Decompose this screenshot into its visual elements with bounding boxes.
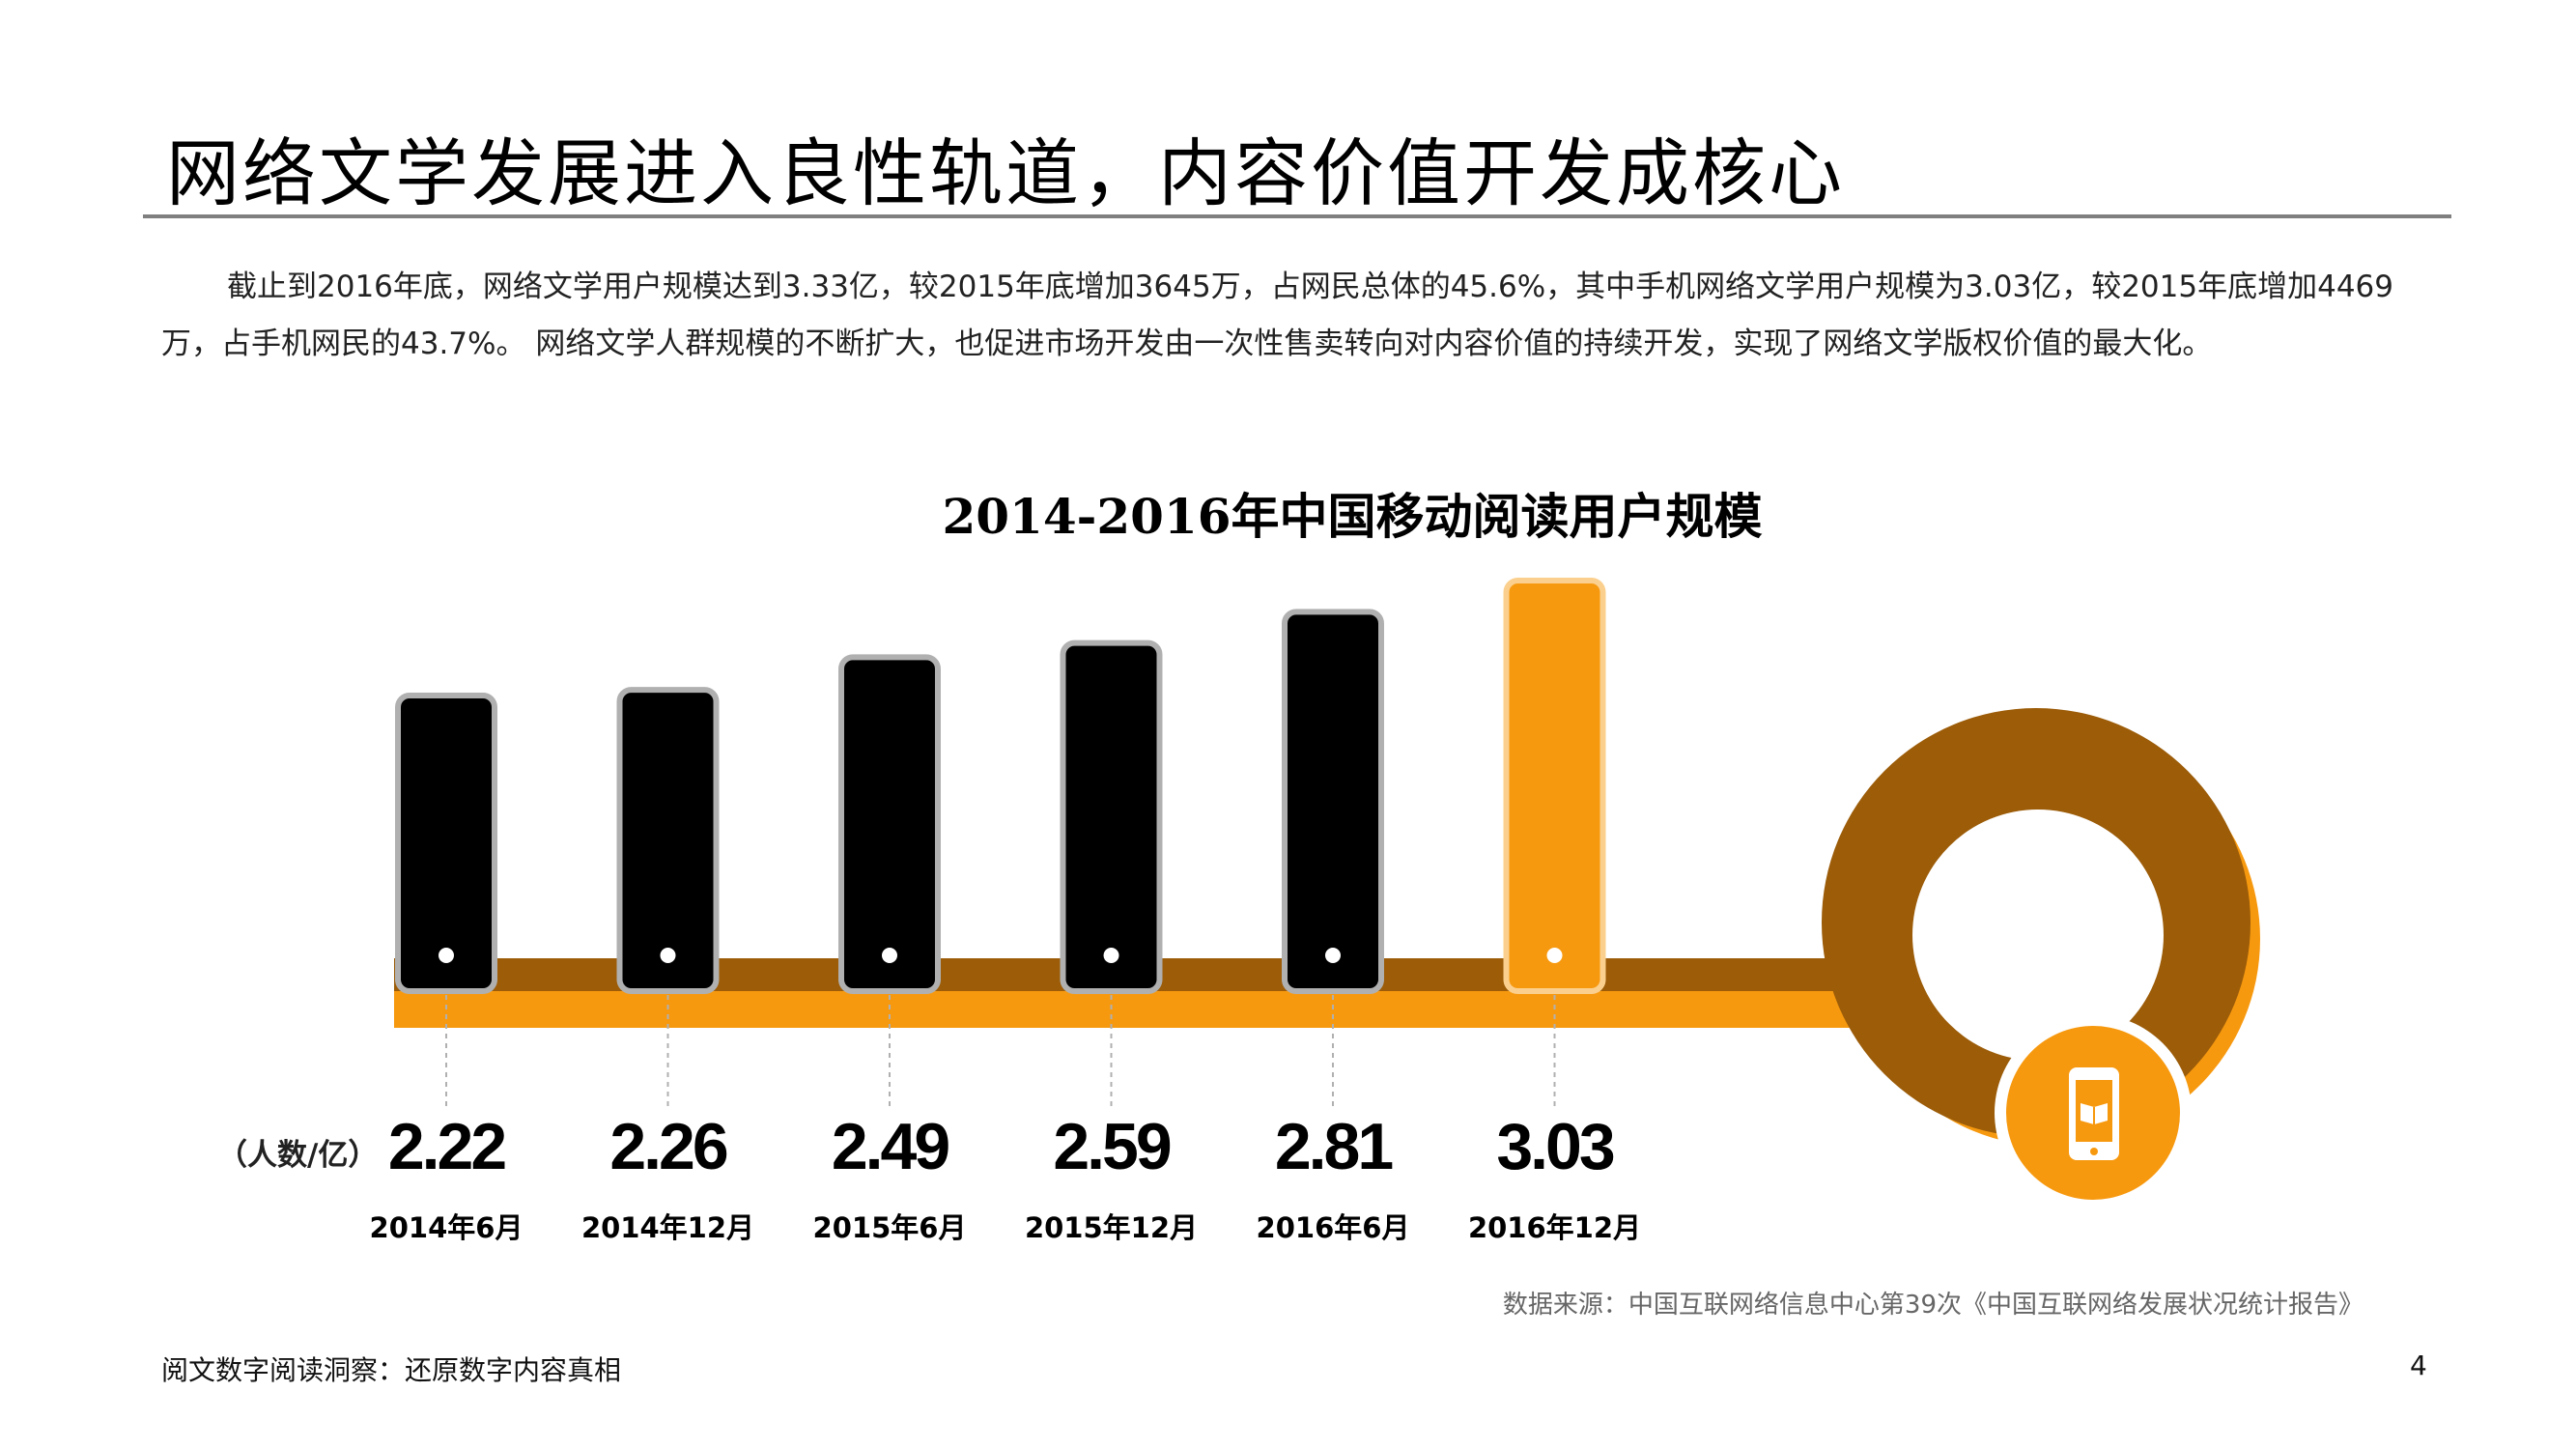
- value-label-1: 2.26: [609, 1110, 727, 1183]
- bar-0: [395, 693, 497, 994]
- chart-title: 2014-2016年中国移动阅读用户规模: [942, 488, 1763, 545]
- bar-4: [1282, 609, 1384, 994]
- bar-5: [1503, 578, 1606, 994]
- intro-paragraph: 截止到2016年底，网络文学用户规模达到3.33亿，较2015年底增加3645万…: [161, 270, 2393, 361]
- category-label-5: 2016年12月: [1468, 1211, 1641, 1244]
- value-label-2: 2.49: [832, 1110, 949, 1183]
- bar-dot-2: [882, 948, 897, 963]
- page-title: 网络文学发展进入良性轨道，内容价值开发成核心: [166, 130, 1845, 216]
- value-label-4: 2.81: [1275, 1110, 1393, 1183]
- value-label-3: 2.59: [1053, 1110, 1171, 1183]
- bar-dot-5: [1546, 948, 1563, 963]
- category-label-2: 2015年6月: [813, 1211, 967, 1244]
- footer-text: 阅文数字阅读洞察：还原数字内容真相: [161, 1354, 622, 1386]
- title-divider: [143, 214, 2451, 218]
- bar-1: [616, 687, 720, 995]
- category-label-4: 2016年6月: [1257, 1211, 1410, 1244]
- ring-hole: [1912, 810, 2164, 1061]
- category-label-0: 2014年6月: [370, 1211, 524, 1244]
- value-label-5: 3.03: [1496, 1110, 1614, 1183]
- bar-3: [1060, 639, 1163, 994]
- mobile-book-icon: [1995, 1014, 2192, 1211]
- bar-dot-4: [1325, 948, 1341, 963]
- category-label-3: 2015年12月: [1025, 1211, 1198, 1244]
- bar-dot-0: [439, 948, 454, 963]
- base-strip-orange: [394, 991, 1882, 1028]
- value-label-0: 2.22: [388, 1110, 506, 1183]
- category-label-1: 2014年12月: [581, 1211, 754, 1244]
- bar-2: [838, 654, 941, 994]
- data-source: 数据来源：中国互联网络信息中心第39次《中国互联网络发展状况统计报告》: [1502, 1291, 2364, 1320]
- unit-label: （人数/亿）: [217, 1138, 379, 1173]
- bar-dot-1: [660, 948, 676, 963]
- bar-dot-3: [1103, 948, 1119, 963]
- page-number: 4: [2410, 1350, 2427, 1381]
